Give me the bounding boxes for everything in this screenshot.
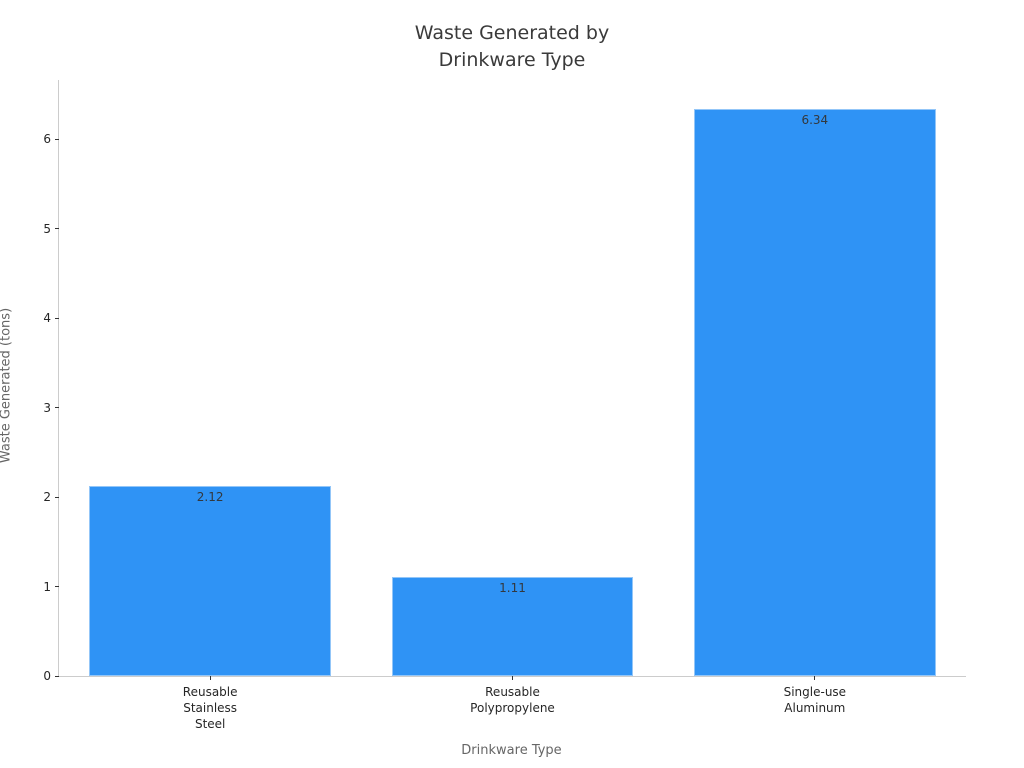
y-tick-mark [55,675,59,677]
y-tick-mark [55,496,59,498]
y-axis-title: Waste Generated (tons) [0,307,14,464]
x-tick-mark [512,676,513,680]
y-tick-label: 4 [43,311,51,326]
y-tick-mark [55,407,59,409]
x-tick-label: Reusable Polypropylene [470,685,555,715]
y-tick-mark [55,138,59,140]
x-tick-mark [814,676,816,680]
bar [89,486,332,676]
chart-title: Waste Generated by Drinkware Type [414,22,610,71]
x-tick-label: Single-use Aluminum [783,685,847,715]
x-axis-title: Drinkware Type [461,743,562,758]
x-tick-mark [209,676,211,680]
bar [693,108,936,676]
x-tick-label: Reusable Stainless Steel [182,685,238,731]
y-tick-label: 1 [43,579,51,594]
y-tick-label: 6 [43,132,51,147]
plot-area: 0 1 2 3 4 5 6 2.12 Reusable Stainless Steel 1.11 R… [43,80,966,731]
bar [391,576,634,676]
bar-value-label: 1.11 [499,580,526,595]
y-tick-label: 3 [43,400,51,415]
bar-value-label: 6.34 [801,112,829,127]
y-tick-label: 2 [43,490,51,505]
y-tick-label: 5 [43,221,51,236]
y-tick-mark [55,317,59,319]
y-tick-mark [55,586,59,587]
y-tick-label: 0 [43,669,51,683]
bar-value-label: 2.12 [196,490,224,505]
y-tick-mark [55,228,59,230]
